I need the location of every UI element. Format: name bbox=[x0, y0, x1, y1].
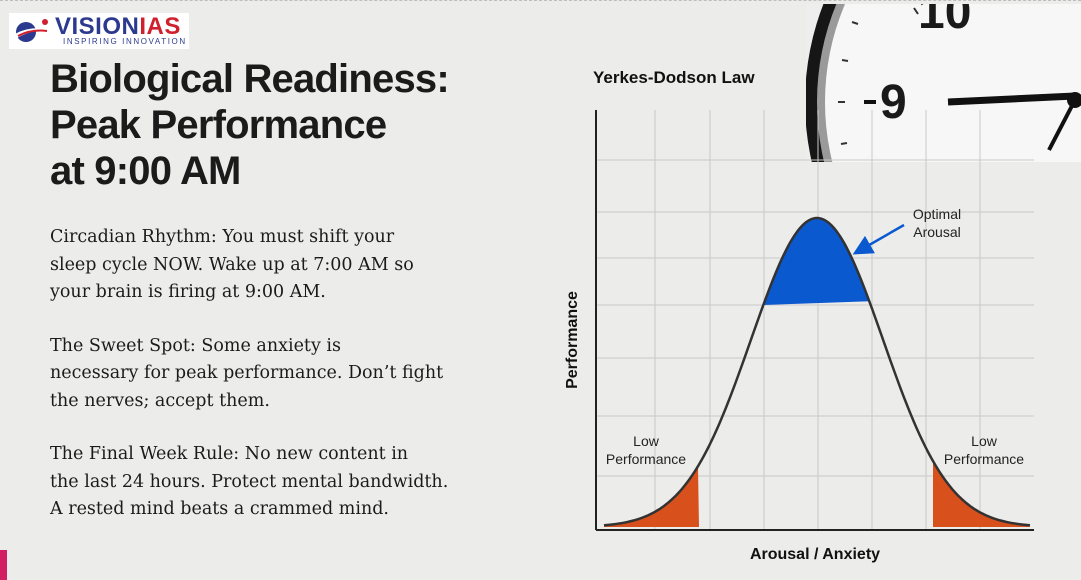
low-label-left-line: Low bbox=[633, 433, 660, 449]
clock-numeral-9: 9 bbox=[880, 76, 907, 129]
optimal-zone bbox=[763, 218, 870, 305]
diagram-grid bbox=[596, 110, 1034, 530]
logo-brand: VISION bbox=[55, 13, 140, 40]
diagram-title: Yerkes-Dodson Law bbox=[593, 68, 755, 87]
point-line: You must shift your bbox=[216, 227, 395, 247]
optimal-label-line: Arousal bbox=[913, 224, 960, 240]
point-line: sleep cycle NOW. Wake up at 7:00 AM so bbox=[50, 254, 414, 275]
point-line: the last 24 hours. Protect mental bandwi… bbox=[50, 471, 449, 492]
key-points: Circadian Rhythm: You must shift your sle… bbox=[50, 224, 530, 550]
y-axis-label: Performance bbox=[564, 291, 581, 389]
x-axis-label: Arousal / Anxiety bbox=[750, 546, 880, 563]
low-performance-zone-right bbox=[933, 461, 1030, 527]
top-border bbox=[0, 0, 1081, 1]
low-label-left-line: Performance bbox=[606, 451, 686, 467]
performance-curve bbox=[603, 216, 1031, 527]
point-line: necessary for peak performance. Don’t fi… bbox=[50, 363, 444, 383]
optimal-label-line: Optimal bbox=[913, 206, 961, 222]
point-circadian-rhythm: Circadian Rhythm: You must shift your sle… bbox=[50, 224, 530, 307]
logo-tagline: INSPIRING INNOVATION bbox=[63, 37, 187, 46]
clock-numeral-10: 10 bbox=[918, 0, 971, 39]
title-line: at 9:00 AM bbox=[50, 149, 241, 193]
optimal-arrow-icon bbox=[852, 223, 905, 255]
low-label-right-line: Low bbox=[971, 433, 998, 449]
point-lead: Circadian Rhythm: bbox=[50, 227, 217, 247]
visionias-logo: VISIONIAS INSPIRING INNOVATION bbox=[9, 13, 189, 49]
slide-title: Biological Readiness: Peak Performance a… bbox=[50, 56, 570, 194]
point-final-week-rule: The Final Week Rule: No new content in th… bbox=[50, 441, 530, 524]
point-sweet-spot: The Sweet Spot: Some anxiety is necessary… bbox=[50, 333, 530, 416]
low-performance-zone-left bbox=[604, 466, 699, 527]
point-lead: The Sweet Spot: bbox=[50, 335, 196, 356]
slide-accent-bar bbox=[0, 550, 7, 580]
logo-brand-accent: IAS bbox=[139, 13, 181, 40]
point-line: No new content in bbox=[239, 444, 409, 464]
point-line: the nerves; accept them. bbox=[50, 390, 270, 411]
point-line: your brain is firing at 9:00 AM. bbox=[50, 282, 326, 302]
logo-wordmark: VISIONIAS bbox=[55, 15, 181, 39]
title-line: Biological Readiness: bbox=[50, 57, 450, 101]
point-line: A rested mind beats a crammed mind. bbox=[50, 499, 389, 519]
title-line: Peak Performance bbox=[50, 103, 387, 147]
logo-emblem-icon bbox=[15, 19, 49, 42]
point-lead: The Final Week Rule: bbox=[50, 444, 240, 464]
point-line: Some anxiety is bbox=[195, 335, 341, 356]
low-label-right-line: Performance bbox=[944, 451, 1024, 467]
